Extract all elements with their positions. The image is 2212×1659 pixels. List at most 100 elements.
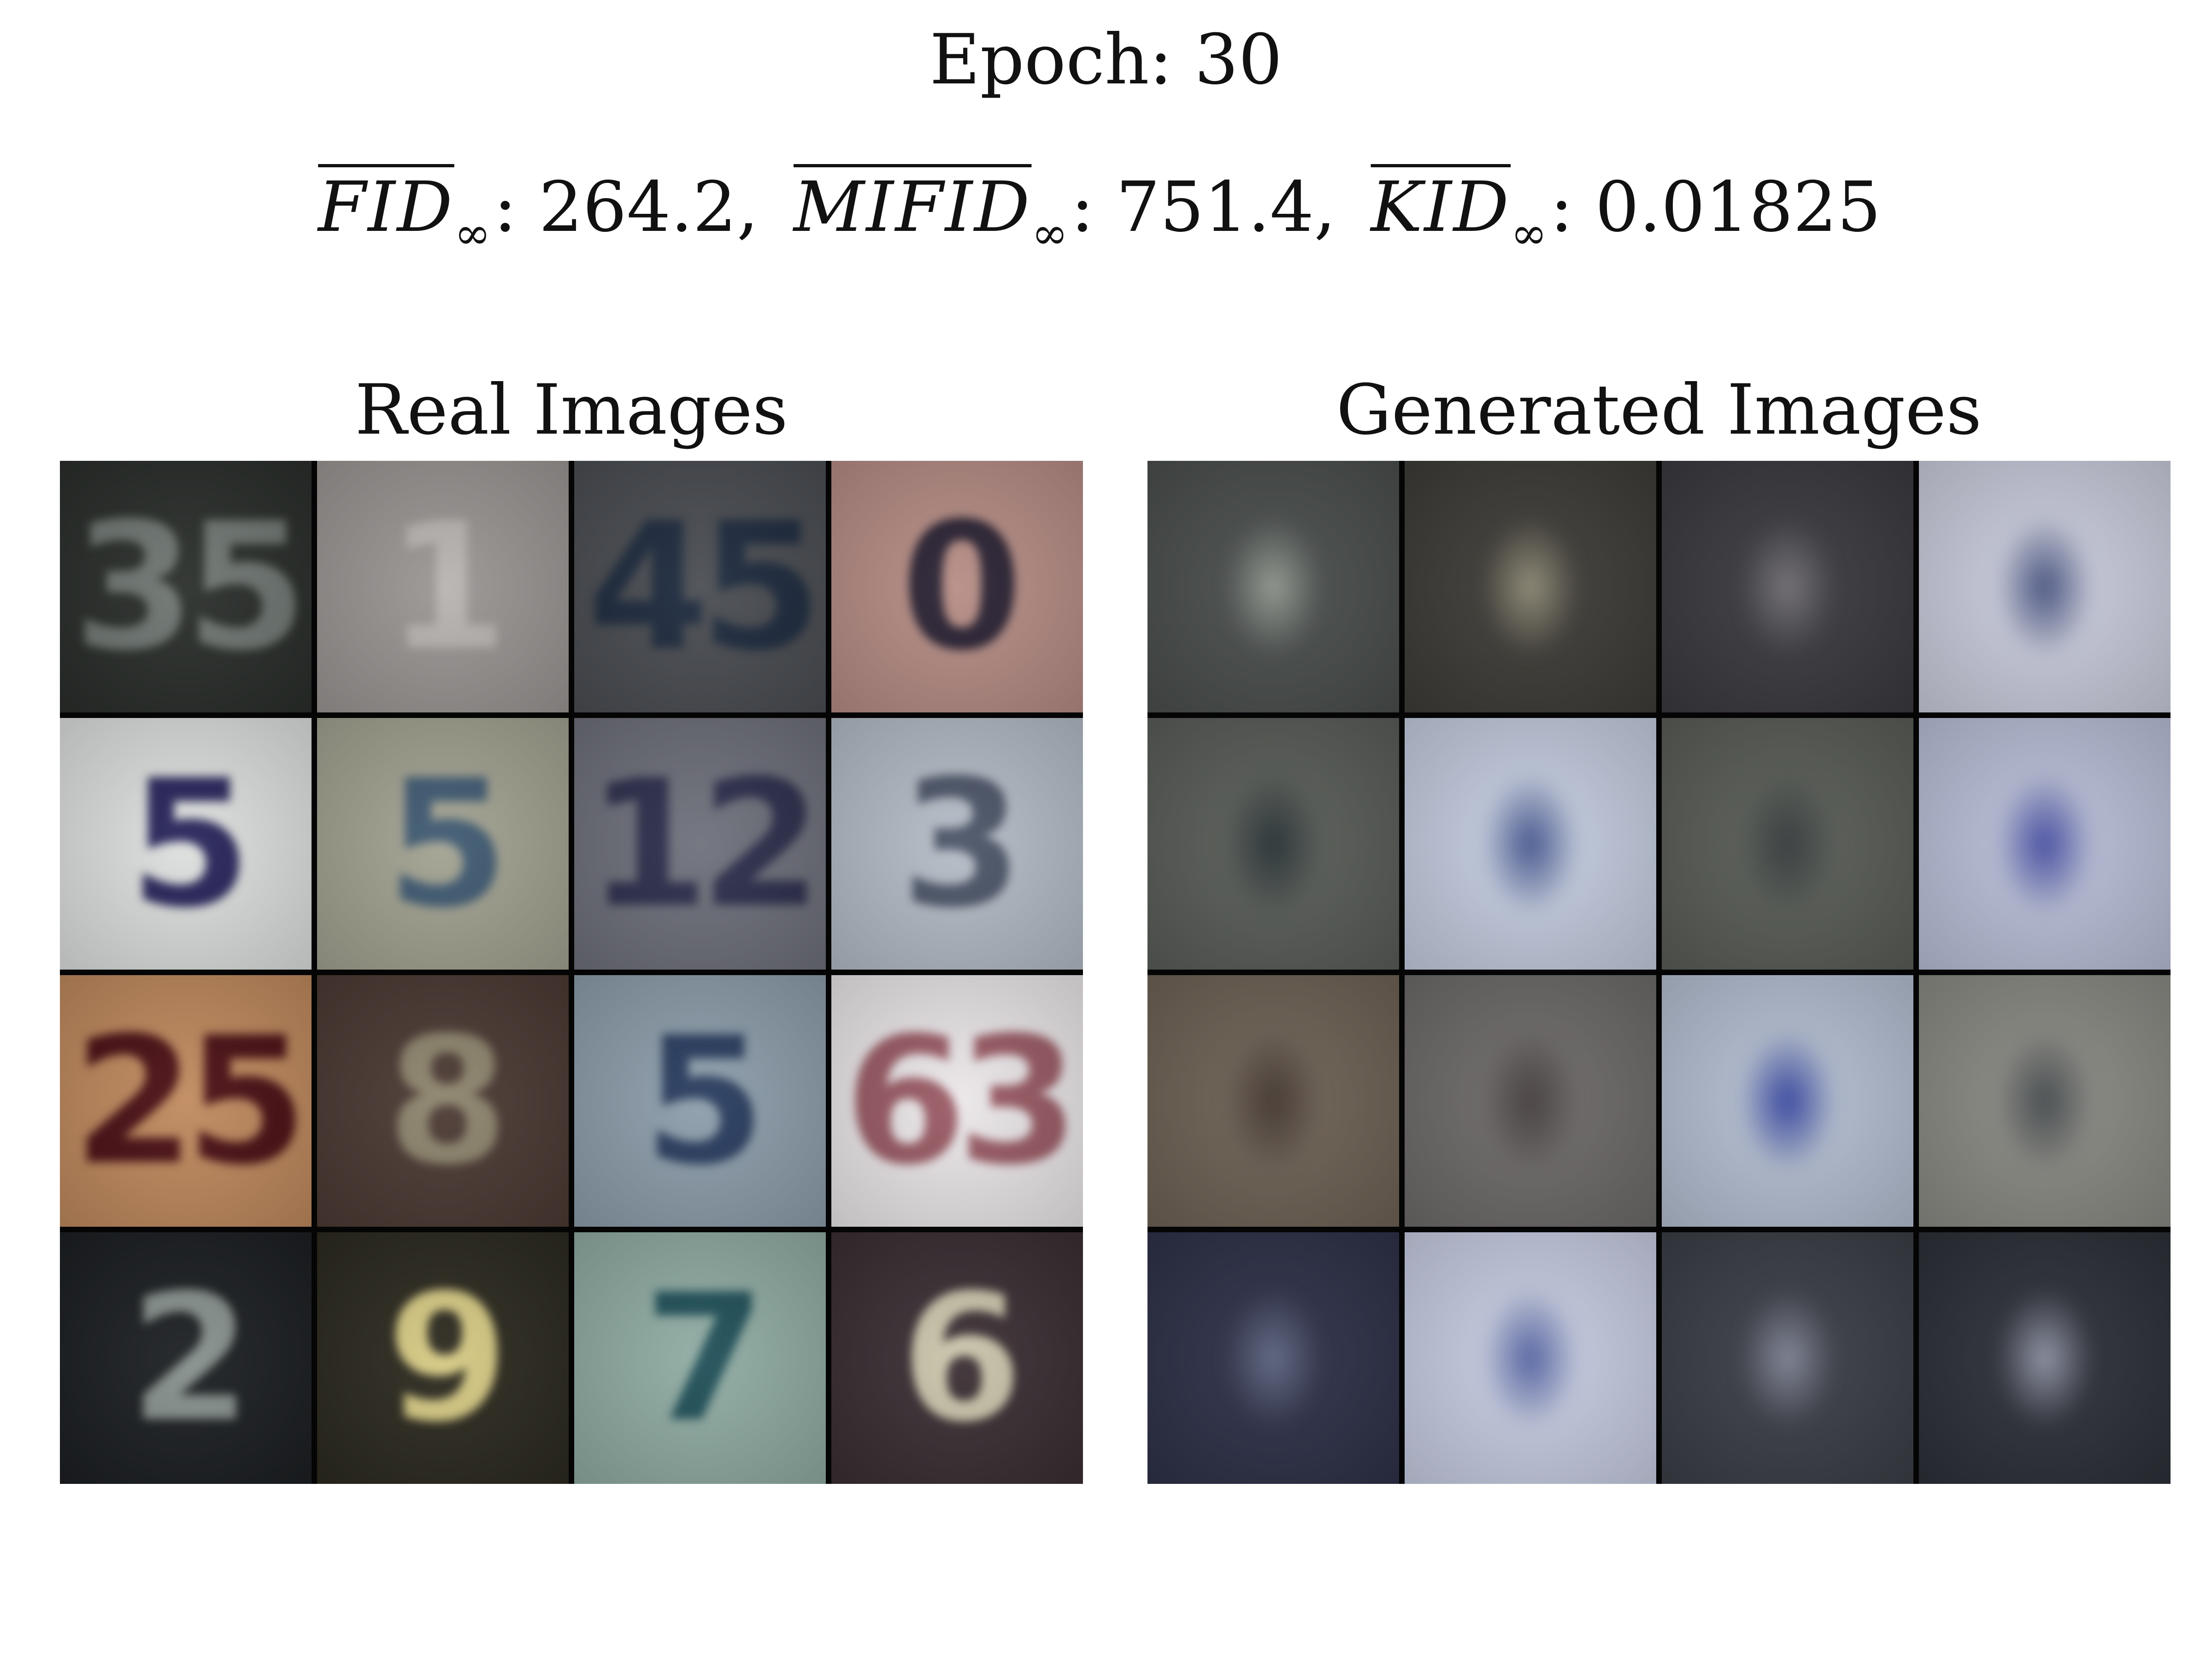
real-images-title: Real Images [355,370,788,450]
generated-image-tile [1919,718,2171,970]
generated-images-panel: Generated Images [1147,369,2171,1484]
generated-image-tile [1405,975,1656,1227]
real-image-tile: 63 [831,975,1083,1227]
metric-fid-value: 264.2 [539,167,737,247]
real-image-tile-digits: 3 [831,718,1083,970]
generated-image-tile-shade [1405,975,1656,1227]
generated-image-tile-shade [1919,718,2171,970]
generated-image-tile [1147,1232,1399,1484]
real-image-tile-digits: 2 [60,1232,312,1484]
real-image-tile-digits: 12 [574,718,826,970]
real-image-tile: 6 [831,1232,1083,1484]
generated-image-tile-shade [1662,461,1913,712]
real-image-tile-digits: 5 [60,718,312,970]
metric-mifid-subscript: ∞ [1031,208,1068,259]
generated-image-tile-digits [1662,975,1913,1227]
real-image-tile: 3 [831,718,1083,970]
real-image-tile-shade [317,461,569,712]
generated-image-tile-shade [1662,718,1913,970]
generated-image-tile-digits [1147,975,1399,1227]
metric-kid-name: KID [1371,167,1511,247]
generated-image-tile-shade [1919,1232,2171,1484]
epoch-title: Epoch: 30 [930,20,1282,100]
real-image-tile: 8 [317,975,569,1227]
generated-image-tile-shade [1147,1232,1399,1484]
generated-image-tile [1919,1232,2171,1484]
real-image-tile-shade [831,1232,1083,1484]
real-image-tile-digits: 0 [831,461,1083,712]
generated-image-tile [1919,461,2171,712]
generated-image-tile-shade [1147,718,1399,970]
generated-image-tile-shade [1405,718,1656,970]
real-image-tile-digits: 63 [831,975,1083,1227]
real-image-tile-shade [60,1232,312,1484]
real-images-panel: Real Images 351450551232585632976 [60,369,1083,1484]
real-image-tile-digits: 25 [60,975,312,1227]
real-image-tile-digits: 9 [317,1232,569,1484]
generated-image-tile-shade [1147,975,1399,1227]
real-image-tile: 0 [831,461,1083,712]
generated-image-tile-digits [1919,718,2171,970]
real-image-tile-shade [60,718,312,970]
real-image-tile-shade [574,461,826,712]
real-image-tile-digits: 1 [317,461,569,712]
metric-kid: KID∞: 0.01825 [1371,167,1881,259]
real-image-tile-digits: 7 [574,1232,826,1484]
generated-image-tile-digits [1147,718,1399,970]
real-image-tile-shade [60,975,312,1227]
generated-image-tile-shade [1662,975,1913,1227]
real-image-tile-shade [831,718,1083,970]
generated-image-tile-shade [1919,975,2171,1227]
real-image-tile: 5 [574,975,826,1227]
generated-image-tile [1662,975,1913,1227]
generated-image-tile-digits [1662,461,1913,712]
generated-image-tile-digits [1662,1232,1913,1484]
real-image-tile: 35 [60,461,312,712]
real-image-tile-shade [574,975,826,1227]
real-image-tile: 25 [60,975,312,1227]
real-image-tile-digits: 45 [574,461,826,712]
real-image-tile: 1 [317,461,569,712]
real-image-tile: 5 [317,718,569,970]
real-image-tile-digits: 5 [317,718,569,970]
real-image-tile-shade [60,461,312,712]
generated-image-tile-shade [1405,461,1656,712]
metric-kid-subscript: ∞ [1511,208,1547,259]
generated-image-tile-shade [1919,461,2171,712]
real-image-tile: 45 [574,461,826,712]
real-image-tile-shade [317,1232,569,1484]
real-image-tile-shade [574,718,826,970]
generated-image-tile [1405,718,1656,970]
generated-image-tile [1919,975,2171,1227]
metric-fid: FID∞: 264.2, [318,167,759,259]
metrics-line: FID∞: 264.2, MIFID∞: 751.4, KID∞: 0.0182… [0,166,2212,275]
generated-image-tile-shade [1662,1232,1913,1484]
generated-image-tile [1662,461,1913,712]
generated-image-tile-digits [1147,1232,1399,1484]
real-image-tile-digits: 35 [60,461,312,712]
generated-images-title: Generated Images [1336,370,1982,450]
real-image-tile: 2 [60,1232,312,1484]
generated-image-tile [1405,461,1656,712]
metric-mifid: MIFID∞: 751.4, [793,167,1336,259]
generated-image-tile-digits [1662,718,1913,970]
real-image-tile: 12 [574,718,826,970]
generated-image-tile [1662,1232,1913,1484]
real-image-tile: 7 [574,1232,826,1484]
metric-fid-subscript: ∞ [454,208,491,259]
real-image-tile-shade [317,718,569,970]
generated-image-tile-digits [1405,975,1656,1227]
real-image-tile-shade [317,975,569,1227]
metric-mifid-name: MIFID [793,167,1032,247]
generated-image-tile-shade [1405,1232,1656,1484]
metric-mifid-separator: , [1314,167,1336,247]
generated-image-tile-digits [1405,718,1656,970]
real-image-tile: 9 [317,1232,569,1484]
generated-image-tile-digits [1919,1232,2171,1484]
real-image-tile-shade [831,975,1083,1227]
generated-image-tile-digits [1405,461,1656,712]
metric-mifid-value: 751.4 [1116,167,1314,247]
generated-image-tile-digits [1919,975,2171,1227]
generated-image-tile-digits [1405,1232,1656,1484]
generated-image-tile [1147,461,1399,712]
